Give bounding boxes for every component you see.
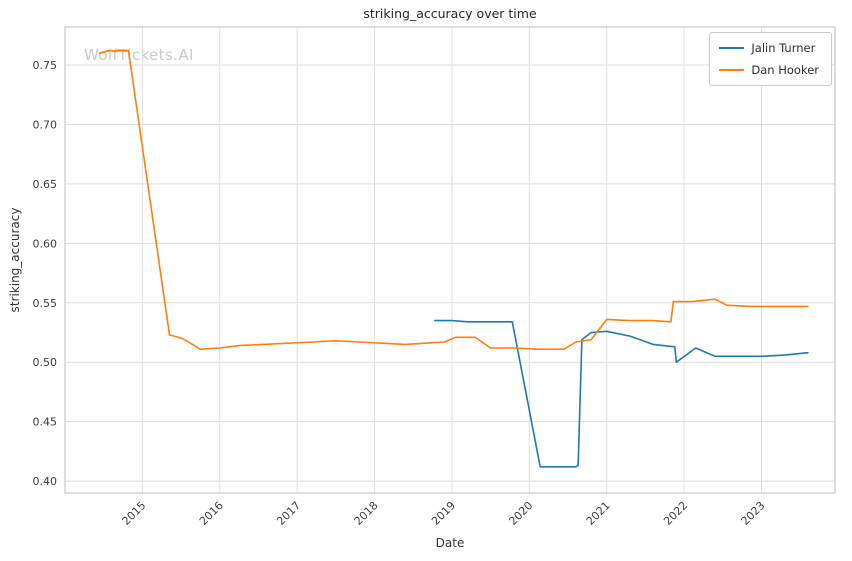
legend-label: Dan Hooker [751, 63, 819, 77]
legend-line-icon [719, 47, 745, 49]
chart-title: striking_accuracy over time [363, 6, 537, 21]
svg-text:0.65: 0.65 [33, 178, 58, 191]
legend-entry-dan-hooker: Dan Hooker [719, 63, 819, 77]
svg-text:0.55: 0.55 [33, 297, 58, 310]
svg-text:2015: 2015 [120, 499, 149, 528]
svg-text:0.60: 0.60 [33, 237, 58, 250]
legend-label: Jalin Turner [751, 41, 816, 55]
svg-text:0.75: 0.75 [33, 59, 58, 72]
x-axis-label: Date [435, 536, 465, 550]
legend: Jalin Turner Dan Hooker [709, 32, 832, 86]
svg-text:2016: 2016 [197, 499, 226, 528]
svg-text:2021: 2021 [584, 499, 613, 528]
y-axis-label: striking_accuracy [8, 207, 22, 313]
svg-text:0.40: 0.40 [33, 475, 58, 488]
svg-text:2019: 2019 [429, 499, 458, 528]
svg-text:2023: 2023 [739, 499, 768, 528]
svg-text:0.50: 0.50 [33, 356, 58, 369]
legend-entry-jalin-turner: Jalin Turner [719, 41, 819, 55]
svg-text:2018: 2018 [352, 499, 381, 528]
svg-text:0.45: 0.45 [33, 416, 58, 429]
svg-text:2017: 2017 [274, 499, 303, 528]
svg-text:2022: 2022 [661, 499, 690, 528]
legend-line-icon [719, 69, 745, 71]
svg-text:2020: 2020 [506, 499, 535, 528]
svg-text:0.70: 0.70 [33, 118, 58, 131]
